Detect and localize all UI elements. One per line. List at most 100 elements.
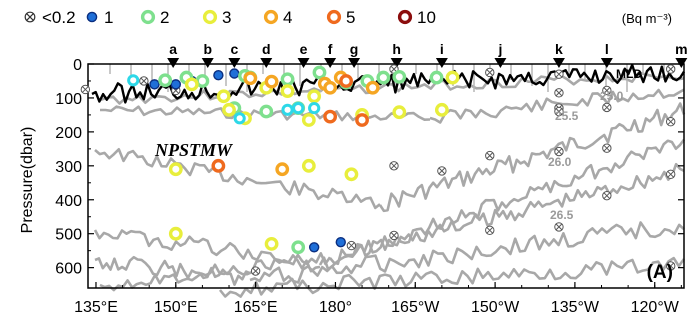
data-point-lt0lt2-9-cross: [486, 226, 494, 234]
data-point-2-9: [291, 240, 306, 255]
station-label-a: a: [169, 41, 177, 57]
isopycnal-curve-2: [429, 88, 685, 124]
data-point-2-6: [259, 104, 274, 119]
data-point-lt0lt2-0-cross: [81, 86, 89, 93]
station-label-k: k: [555, 41, 563, 57]
isopycnal-label-25-5: 25.5: [555, 109, 579, 123]
station-marker-b: [201, 58, 214, 68]
x-tick-label-1: 150°E: [154, 299, 198, 316]
plot-frame: [87, 63, 685, 289]
data-point-4-0: [243, 71, 258, 86]
data-point-3-8: [280, 84, 295, 99]
panel-label: (A): [647, 262, 673, 283]
data-point-lt0lt2-20-cross: [667, 65, 675, 73]
data-point-3-0: [168, 162, 183, 177]
data-point-lt0lt2-1-cross: [140, 77, 148, 85]
isopycnal-curve-11: [218, 256, 686, 298]
station-label-j: j: [497, 41, 502, 57]
isopycnal-curve-4: [378, 102, 686, 213]
isopycnal-curve-8: [249, 221, 685, 284]
data-point-cyan-3: [308, 102, 321, 115]
y-tick-label-400: 400: [55, 193, 82, 210]
station-label-b: b: [203, 41, 212, 57]
data-point-3-15: [434, 102, 449, 117]
data-point-2-15: [429, 70, 444, 85]
data-point-cyan-2: [281, 103, 294, 116]
y-tick-label-0: 0: [73, 57, 82, 74]
data-point-cyan-1: [233, 112, 246, 125]
data-point-2-0: [158, 73, 173, 88]
data-point-1-3: [213, 69, 224, 81]
legend-marker-10: [397, 9, 413, 25]
data-point-3-16: [445, 70, 460, 85]
data-point-4-1: [264, 74, 279, 89]
data-point-lt0lt2-18-cross: [603, 144, 611, 152]
x-tick-label-7: 120°W: [631, 299, 680, 316]
data-point-lt0lt2-7-cross: [486, 69, 494, 76]
station-marker-g: [348, 58, 361, 68]
y-tick-label-200: 200: [55, 125, 82, 142]
station-marker-k: [552, 58, 565, 68]
legend-marker-1: [86, 11, 98, 23]
station-marker-j: [494, 58, 507, 68]
x-tick-label-4: 165°W: [391, 299, 440, 316]
station-marker-l: [600, 58, 613, 68]
legend-unit: (Bq m⁻³): [622, 11, 672, 26]
x-tick-label-2: 165°E: [234, 299, 278, 316]
data-point-lt0lt2-16-cross: [603, 87, 611, 94]
data-point-5-1: [323, 109, 338, 124]
isopycnal-curve-7: [94, 255, 251, 286]
legend-marker-4: [263, 9, 279, 25]
data-point-cyan-4: [292, 102, 305, 115]
data-point-lt0lt2-14-cross: [555, 148, 563, 155]
legend-marker-lt0-2-cross: [26, 13, 34, 21]
data-point-3-9: [301, 158, 316, 173]
data-point-1-4: [229, 68, 240, 79]
data-point-2-7: [280, 72, 295, 87]
data-point-1-5: [308, 242, 320, 253]
station-label-e: e: [300, 41, 308, 57]
legend-label-10: 10: [417, 8, 436, 27]
data-point-3-2: [184, 77, 199, 92]
x-tick-label-6: 135°W: [551, 299, 600, 316]
station-label-d: d: [262, 41, 271, 57]
legend-label-2: 2: [160, 8, 169, 27]
x-tick-label-0: 135°E: [74, 299, 118, 316]
data-point-lt0lt2-17-cross: [603, 104, 611, 111]
data-point-lt0lt2-8-cross: [486, 152, 494, 159]
mld-line: [91, 63, 686, 104]
station-label-g: g: [350, 41, 359, 57]
data-point-5-3: [339, 74, 353, 88]
data-point-3-3: [216, 89, 231, 104]
mld-label: MLD: [616, 67, 642, 81]
data-point-1-0: [149, 79, 160, 90]
legend-marker-5: [326, 9, 342, 25]
legend-label-1: 1: [104, 8, 113, 27]
station-label-i: i: [440, 41, 444, 57]
station-label-h: h: [392, 41, 401, 57]
data-point-lt0lt2-25-cross: [252, 267, 259, 275]
data-point-3-1: [168, 226, 183, 241]
data-point-lt0lt2-4-cross: [390, 162, 398, 170]
data-point-3-10: [301, 113, 316, 127]
legend-label-lt0-2: <0.2: [42, 8, 76, 27]
data-point-3-12: [344, 167, 359, 182]
data-point-lt0lt2-15-cross: [555, 223, 563, 231]
data-point-lt0lt2-10-cross: [555, 70, 563, 78]
station-label-f: f: [328, 41, 333, 57]
data-point-lt0lt2-19-cross: [603, 192, 611, 200]
data-point-lt0lt2-6-cross: [438, 167, 446, 175]
station-marker-i: [435, 58, 448, 68]
isopycnal-curve-9: [99, 252, 332, 292]
station-label-m: m: [675, 41, 687, 57]
station-marker-a: [167, 58, 180, 68]
station-marker-h: [390, 58, 403, 68]
data-point-2-2: [195, 74, 210, 88]
x-tick-label-3: 180°: [319, 299, 352, 316]
data-point-4-2: [275, 162, 290, 177]
isopycnal-curve-10: [329, 162, 685, 266]
data-point-3-14: [392, 105, 407, 120]
data-point-3-11: [307, 89, 322, 104]
